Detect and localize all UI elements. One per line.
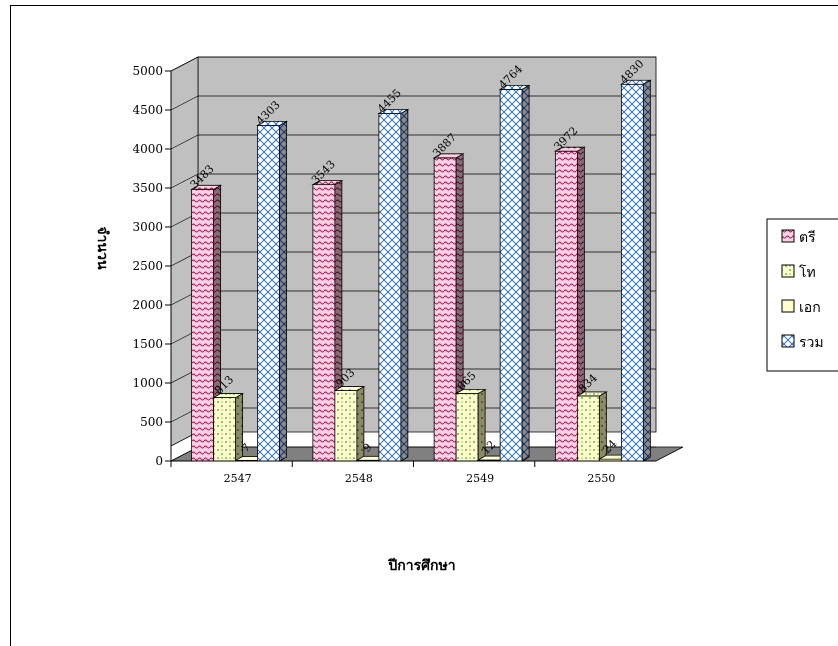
gridline-side	[170, 134, 199, 150]
chart-frame	[10, 5, 838, 646]
x-axis-ticks: 2547 2548 2549 2550	[170, 461, 615, 485]
legend-swatch	[781, 229, 795, 243]
y-axis-ticks: 0 500 1000 1500 2000 2500 3000 3500 4000 4500 5000	[132, 64, 171, 468]
chart-svg: 0 500 1000 1500 2000 2500 3000 3500 4000 4500 5000…	[94, 56, 838, 574]
gridline-side	[170, 95, 199, 111]
gridline-side	[170, 173, 199, 189]
x-tick-label: 2548	[345, 472, 373, 485]
legend-item: ตรี	[781, 229, 816, 246]
legend-label: ตรี	[799, 230, 816, 246]
bar: 4303	[254, 98, 289, 462]
bar: 4455	[375, 87, 410, 462]
legend-item: รวม	[781, 334, 824, 351]
y-tick-label: 4500	[132, 103, 163, 117]
y-axis-label: จำนวน	[94, 226, 110, 269]
y-tick-label: 5000	[132, 64, 163, 78]
legend-label: รวม	[799, 335, 824, 351]
y-tick-label: 3000	[132, 220, 163, 234]
bar: 903	[333, 366, 366, 462]
legend-label: เอก	[799, 300, 821, 316]
bar: 4764	[496, 62, 531, 462]
bars: 3483813743033543903944553887865124764397…	[188, 57, 652, 462]
y-tick-label: 1000	[132, 376, 163, 390]
y-tick-label: 4000	[132, 142, 163, 156]
y-tick-label: 2000	[132, 298, 163, 312]
legend-swatch	[781, 264, 795, 278]
gridline-side	[170, 56, 199, 72]
legend-item: เอก	[781, 299, 821, 316]
y-tick-label: 1500	[132, 337, 163, 351]
y-tick-label: 2500	[132, 259, 163, 273]
x-tick-label: 2550	[587, 472, 615, 485]
y-tick-label: 0	[155, 454, 163, 468]
y-tick-label: 3500	[132, 181, 163, 195]
bar: 3887	[430, 131, 465, 462]
bar: 4830	[617, 57, 652, 462]
legend-item: โท	[781, 264, 816, 281]
legend-swatch	[781, 334, 795, 348]
x-tick-label: 2547	[224, 472, 252, 485]
bar: 3972	[551, 124, 586, 462]
legend-label: โท	[799, 264, 816, 281]
y-tick-label: 500	[140, 415, 163, 429]
x-tick-label: 2549	[466, 472, 494, 485]
legend-swatch	[781, 299, 795, 313]
x-axis-label: ปีการศึกษา	[387, 557, 456, 574]
